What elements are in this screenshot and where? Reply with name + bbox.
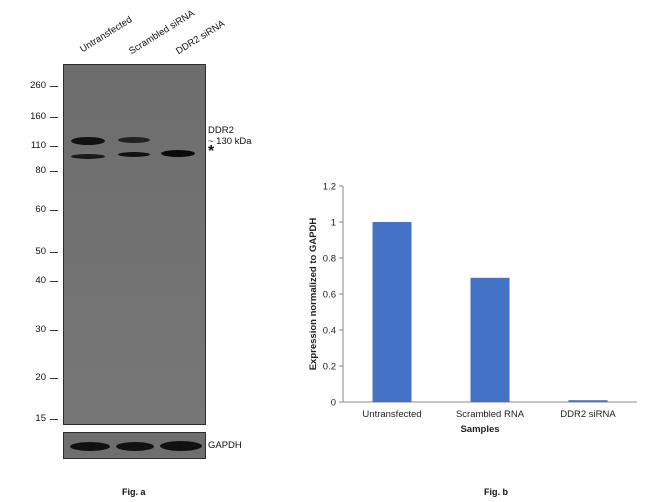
target-label: DDR2 ~ 130 kDa xyxy=(208,125,252,147)
y-axis-label: Expression normalized to GAPDH xyxy=(308,218,319,371)
mw-marker: 60 xyxy=(35,204,46,215)
y-tick-label: 1.2 xyxy=(323,182,336,193)
x-tick-label: Scrambled RNA xyxy=(456,409,525,420)
mw-tick xyxy=(50,210,58,211)
band-ddr2-scrambled xyxy=(118,137,150,143)
bar xyxy=(568,400,608,402)
y-tick-label: 0 xyxy=(331,398,336,409)
y-tick-label: 0.4 xyxy=(323,326,336,337)
bar xyxy=(372,222,412,402)
x-tick-label: Untransfected xyxy=(362,409,421,420)
y-tick-label: 0.2 xyxy=(323,362,336,373)
band-gapdh-scrambled xyxy=(116,442,154,451)
band-nonspecific-scrambled xyxy=(118,152,150,157)
mw-tick xyxy=(50,281,58,282)
fig-b-label: Fig. b xyxy=(484,487,508,497)
x-axis-label: Samples xyxy=(460,424,499,435)
bar xyxy=(470,277,510,402)
y-tick-label: 0.6 xyxy=(323,290,336,301)
gapdh-membrane xyxy=(63,432,206,459)
mw-marker: 80 xyxy=(35,165,46,176)
mw-tick xyxy=(50,252,58,253)
mw-marker: 20 xyxy=(35,372,46,383)
band-ddr2-untransfected xyxy=(71,137,105,145)
blot-membrane xyxy=(63,64,206,425)
mw-tick xyxy=(50,378,58,379)
mw-tick xyxy=(50,86,58,87)
mw-tick xyxy=(50,419,58,420)
band-nonspecific-ddr2-sirna xyxy=(161,150,195,157)
mw-marker: 160 xyxy=(30,111,46,122)
mw-tick xyxy=(50,171,58,172)
loading-control-label: GAPDH xyxy=(208,440,242,451)
x-tick-label: DDR2 siRNA xyxy=(560,409,616,420)
y-tick-label: 1 xyxy=(331,218,336,229)
mw-tick xyxy=(50,330,58,331)
mw-marker: 50 xyxy=(35,246,46,257)
band-gapdh-ddr2-sirna xyxy=(160,441,202,451)
y-tick-label: 0.8 xyxy=(323,254,336,265)
mw-marker: 30 xyxy=(35,324,46,335)
fig-a-label: Fig. a xyxy=(122,487,146,497)
band-nonspecific-untransfected xyxy=(71,154,105,159)
band-gapdh-untransfected xyxy=(70,442,110,451)
target-size: ~ 130 kDa xyxy=(208,136,252,147)
mw-marker: 110 xyxy=(30,140,46,151)
mw-marker: 40 xyxy=(35,275,46,286)
mw-marker: 260 xyxy=(30,80,46,91)
mw-tick xyxy=(50,117,58,118)
mw-marker: 15 xyxy=(35,413,46,424)
mw-tick xyxy=(50,146,58,147)
asterisk-marker: * xyxy=(208,143,215,160)
target-name: DDR2 xyxy=(208,125,234,136)
